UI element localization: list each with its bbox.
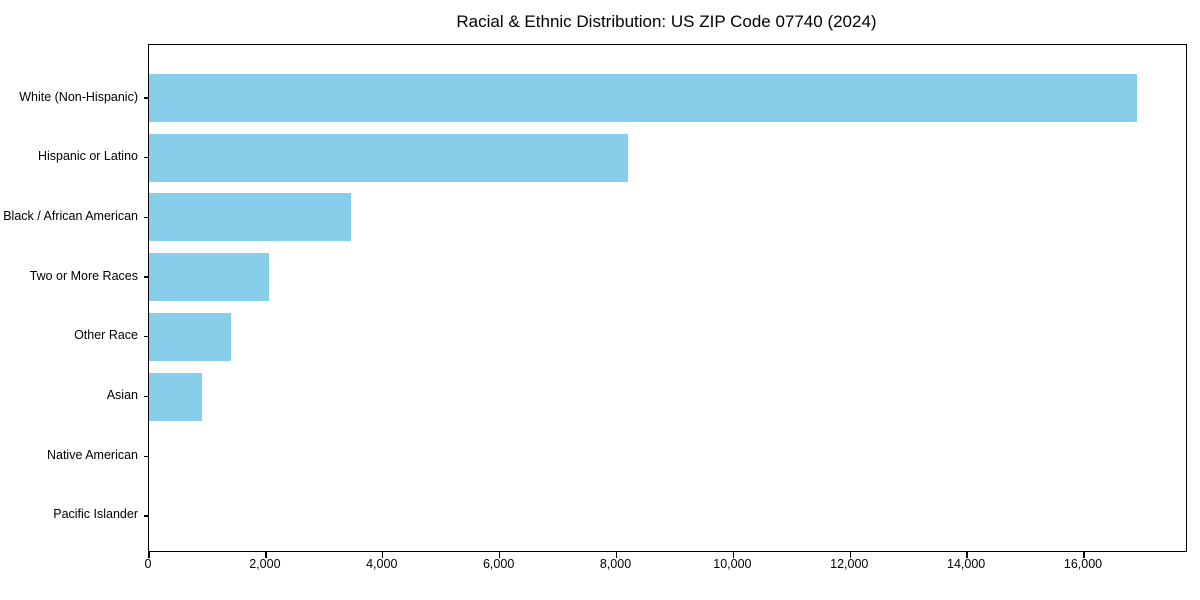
x-tick-label: 4,000 <box>366 557 398 571</box>
x-tick-mark <box>382 552 384 558</box>
y-tick-label: White (Non-Hispanic) <box>19 89 138 104</box>
x-tick-mark <box>1083 552 1085 558</box>
bar <box>149 193 351 242</box>
x-tick-mark <box>498 552 501 558</box>
bar <box>149 253 269 302</box>
x-tick-mark <box>732 552 735 558</box>
x-tick-mark <box>265 552 267 558</box>
y-tick-mark <box>144 216 149 219</box>
y-tick-label: Asian <box>106 388 138 402</box>
x-tick-label: 6,000 <box>482 557 515 571</box>
x-tick-label: 12,000 <box>830 557 869 571</box>
chart-title: Racial & Ethnic Distribution: US ZIP Cod… <box>456 12 877 31</box>
y-tick-mark <box>144 515 149 517</box>
x-tick-mark <box>148 552 150 558</box>
x-tick-label: 2,000 <box>249 557 281 571</box>
y-tick-mark <box>144 395 149 398</box>
bar <box>149 372 202 421</box>
x-tick-label: 8,000 <box>599 557 632 571</box>
x-tick-label: 10,000 <box>713 557 752 571</box>
y-tick-label: Native American <box>46 447 138 462</box>
y-tick-label: Black / African American <box>3 208 138 223</box>
y-tick-mark <box>144 455 149 457</box>
y-tick-label: Other Race <box>74 328 138 343</box>
x-tick-mark <box>966 552 968 558</box>
y-tick-mark <box>144 97 149 99</box>
x-tick-label: 14,000 <box>947 557 986 571</box>
y-tick-label: Pacific Islander <box>53 507 138 522</box>
y-tick-label: Hispanic or Latino <box>37 149 138 164</box>
bar <box>149 74 1137 122</box>
y-tick-label: Two or More Races <box>29 268 138 283</box>
plot-area <box>144 44 1187 558</box>
bar <box>149 133 629 182</box>
y-tick-mark <box>144 157 149 159</box>
bar <box>149 312 231 361</box>
x-tick-mark <box>849 552 851 558</box>
x-tick-label: 0 <box>144 557 152 571</box>
x-tick-label: 16,000 <box>1063 557 1103 571</box>
y-tick-mark <box>144 336 149 338</box>
y-tick-mark <box>144 276 149 278</box>
x-tick-mark <box>615 552 618 558</box>
